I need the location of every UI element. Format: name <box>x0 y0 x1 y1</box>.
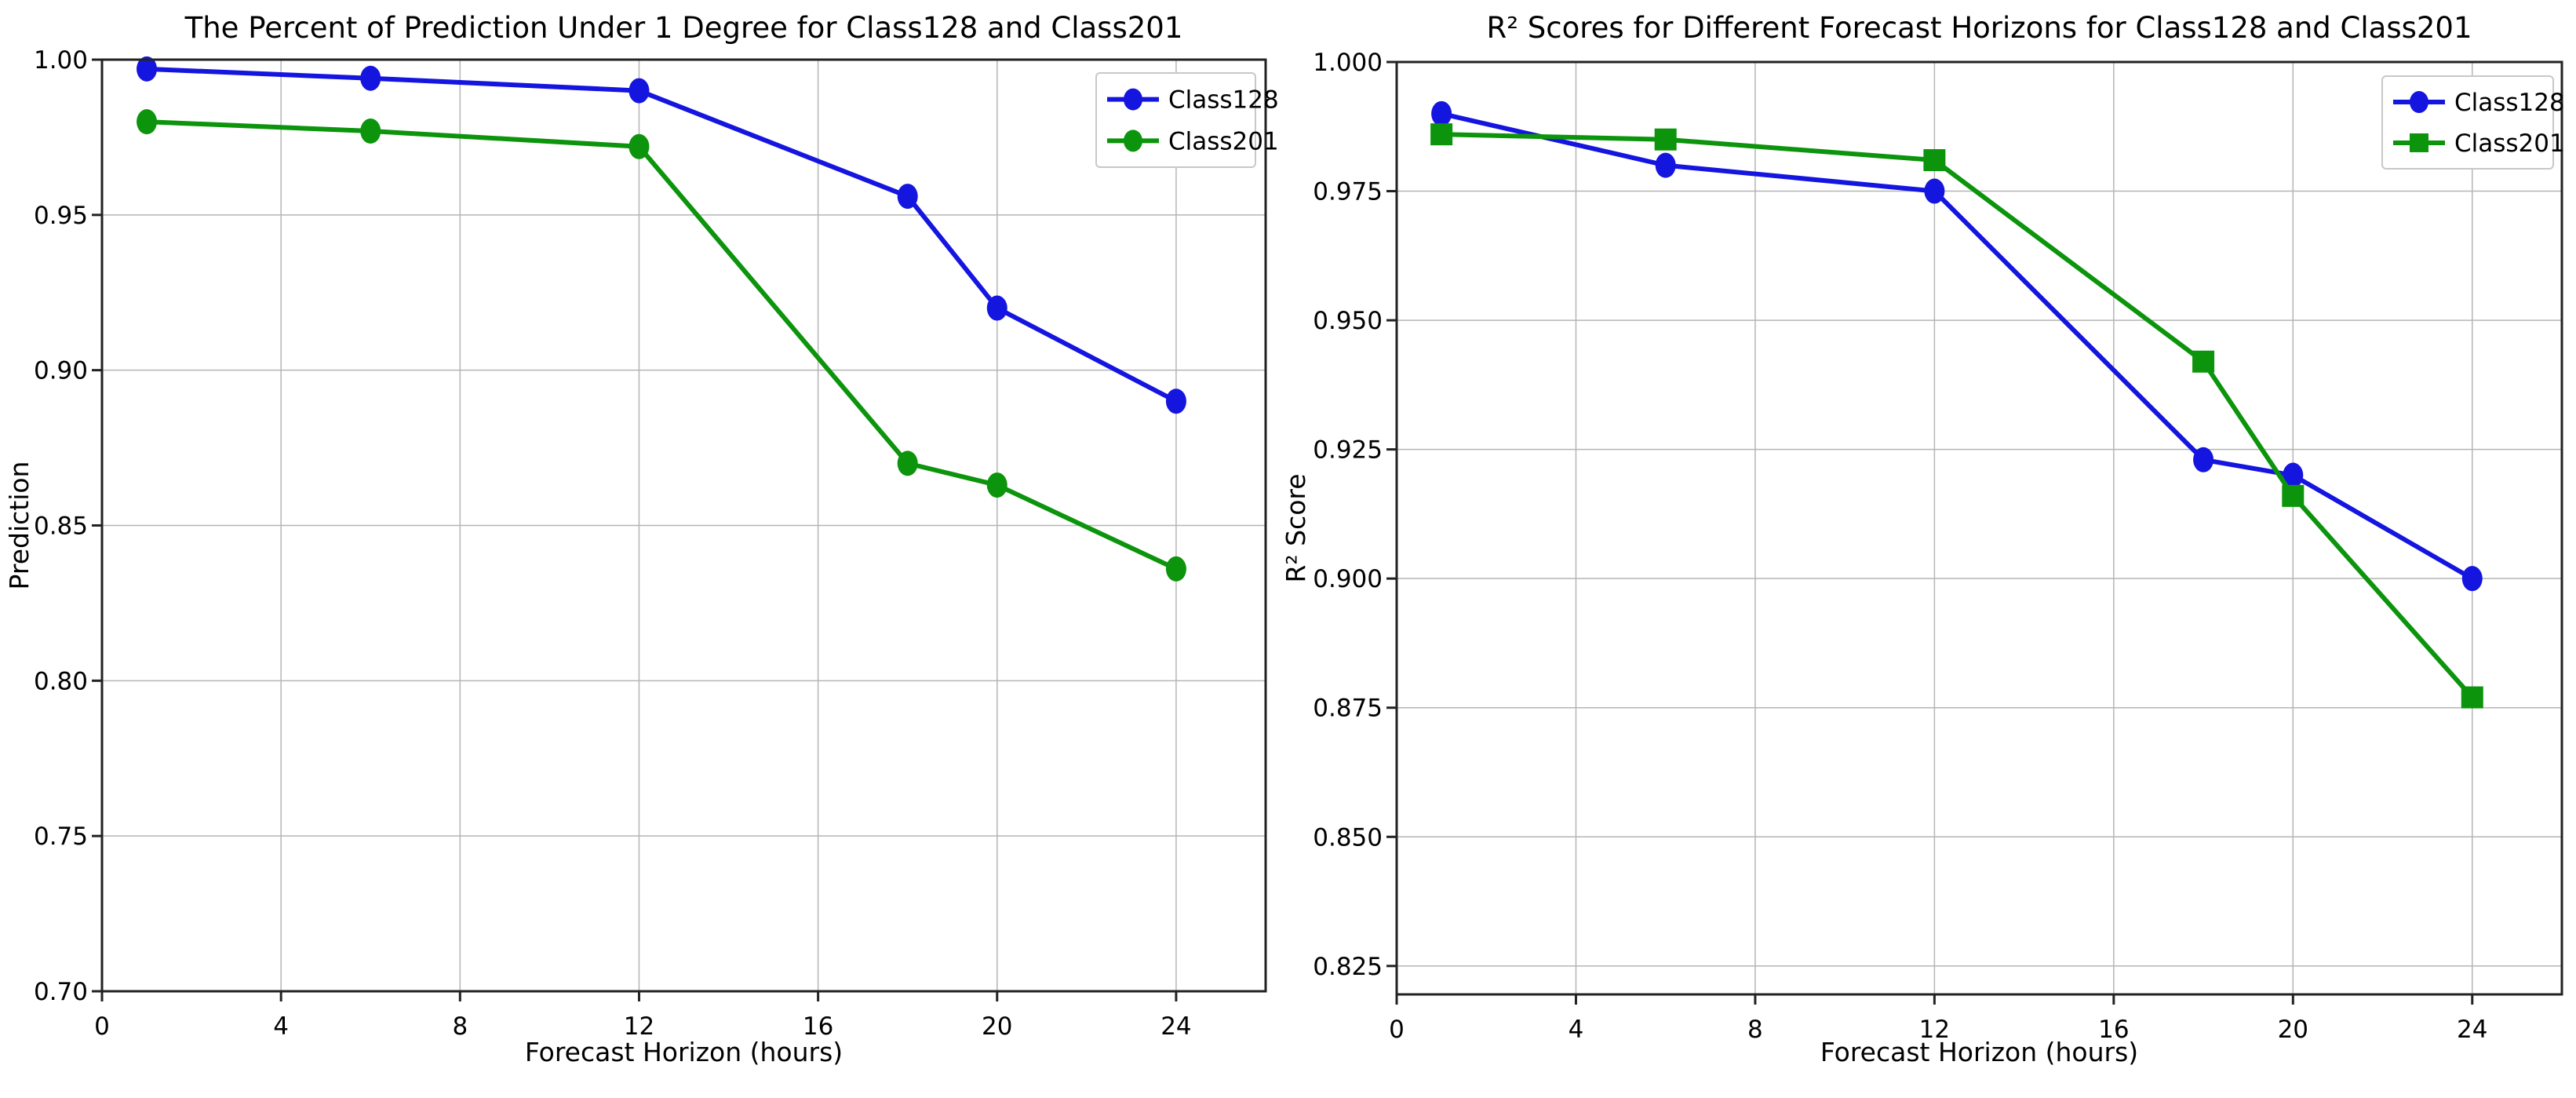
data-point-Class128 <box>986 295 1007 321</box>
left-chart-legend: Class128 Class201 <box>1095 72 1279 168</box>
data-point-Class201 <box>986 472 1007 498</box>
data-point-Class201 <box>629 133 650 159</box>
legend-marker-Class201 <box>2410 133 2428 152</box>
legend-label-Class128: Class128 <box>2454 89 2565 117</box>
series-line-Class128 <box>1439 111 2475 582</box>
left-chart-title: The Percent of Prediction Under 1 Degree… <box>184 11 1183 45</box>
data-point-Class201 <box>1923 149 1946 172</box>
data-point-Class201 <box>897 451 918 476</box>
data-point-Class128 <box>2193 447 2214 472</box>
left-chart: 0 4 8 12 16 20 240.700.750.800.850.900.951.00 … <box>4 11 1279 1067</box>
left-chart-ylabel: Prediction <box>4 461 35 590</box>
legend-marker-Class128 <box>1124 88 1142 111</box>
y-tick-label: 1.00 <box>34 46 88 75</box>
y-tick-label: 0.925 <box>1313 436 1383 465</box>
data-point-Class201 <box>1165 556 1186 582</box>
y-tick-label: 0.95 <box>34 202 88 230</box>
y-tick-label: 0.850 <box>1313 823 1383 852</box>
y-tick-label: 0.75 <box>34 823 88 851</box>
left-chart-xlabel: Forecast Horizon (hours) <box>525 1037 843 1067</box>
data-point-Class201 <box>137 109 158 135</box>
left-chart-series <box>137 56 1186 582</box>
x-tick-label: 16 <box>2098 1016 2129 1044</box>
legend-marker-Class201 <box>1124 129 1142 152</box>
y-tick-label: 0.85 <box>34 513 88 541</box>
y-tick-label: 0.900 <box>1313 565 1383 593</box>
x-tick-label: 16 <box>803 1012 833 1041</box>
x-tick-label: 20 <box>2278 1016 2308 1044</box>
y-tick-label: 0.80 <box>34 667 88 695</box>
data-point-Class128 <box>2461 566 2483 592</box>
data-point-Class128 <box>360 65 381 91</box>
x-tick-label: 8 <box>1747 1016 1763 1044</box>
x-tick-label: 24 <box>1160 1012 1191 1041</box>
right-chart-title: R² Scores for Different Forecast Horizon… <box>1486 11 2472 45</box>
data-point-Class201 <box>2192 350 2215 373</box>
legend-marker-Class128 <box>2410 91 2428 114</box>
x-tick-label: 4 <box>1569 1016 1584 1044</box>
data-point-Class128 <box>1165 388 1186 414</box>
y-tick-label: 1.000 <box>1313 49 1383 77</box>
right-chart-series <box>1430 100 2483 709</box>
left-chart-axes: 0 4 8 12 16 20 24 0.70 0.75 0.80 0.85 0.90 0.95 1.00 <box>34 46 1267 1041</box>
x-tick-label: 8 <box>452 1012 468 1041</box>
x-tick-label: 0 <box>1389 1016 1405 1044</box>
data-point-Class128 <box>1431 100 1452 126</box>
x-tick-label: 4 <box>273 1012 289 1041</box>
right-chart-xlabel: Forecast Horizon (hours) <box>1820 1037 2138 1067</box>
data-point-Class128 <box>897 184 918 210</box>
y-tick-label: 0.875 <box>1313 695 1383 723</box>
legend-label-Class201: Class201 <box>1168 127 1279 155</box>
data-point-Class201 <box>360 119 381 144</box>
y-tick-label: 0.90 <box>34 357 88 385</box>
series-line-Class201 <box>144 119 1179 571</box>
x-tick-label: 12 <box>1919 1016 1950 1044</box>
data-point-Class128 <box>137 56 158 82</box>
data-point-Class128 <box>2283 462 2304 488</box>
right-chart-legend: Class128 Class201 <box>2381 75 2565 170</box>
data-point-Class201 <box>2282 484 2305 507</box>
y-tick-label: 0.825 <box>1313 953 1383 981</box>
series-line-Class201 <box>1439 132 2475 700</box>
data-point-Class201 <box>1430 123 1453 146</box>
axes-spines <box>1395 60 2563 996</box>
data-point-Class128 <box>1655 152 1676 178</box>
y-tick-label: 0.975 <box>1313 178 1383 206</box>
x-tick-label: 0 <box>94 1012 110 1041</box>
data-point-Class128 <box>629 78 650 104</box>
data-point-Class201 <box>1654 128 1677 151</box>
x-tick-label: 20 <box>982 1012 1012 1041</box>
right-chart-axes: 0 4 8 12 16 20 24 0.825 0.850 0.875 0.900 0.925 0.95… <box>1313 49 2563 1044</box>
x-tick-label: 24 <box>2457 1016 2487 1044</box>
right-chart-ylabel: R² Score <box>1281 473 1311 582</box>
data-point-Class128 <box>1924 178 1945 204</box>
series-line-Class128 <box>144 66 1179 404</box>
right-chart: 0 4 8 12 16 20 24 0.825 0.850 0.875 0.900 0.925 0.95… <box>1281 11 2565 1067</box>
legend-label-Class128: Class128 <box>1168 86 1279 115</box>
y-tick-label: 0.70 <box>34 978 88 1006</box>
x-tick-label: 12 <box>624 1012 654 1041</box>
legend-label-Class201: Class201 <box>2454 129 2565 158</box>
y-tick-label: 0.950 <box>1313 307 1383 335</box>
data-point-Class201 <box>2461 686 2483 709</box>
